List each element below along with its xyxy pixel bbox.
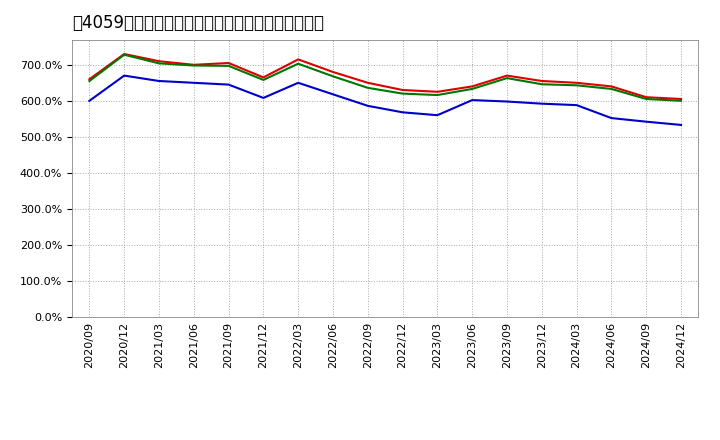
現預金比率 — [155, 78, 163, 84]
当座比率 — [155, 61, 163, 66]
流動比率 — [364, 80, 372, 85]
流動比率 — [677, 96, 685, 102]
流動比率 — [468, 84, 477, 89]
流動比率 — [503, 73, 511, 78]
当座比率 — [328, 73, 337, 79]
現預金比率 — [85, 98, 94, 103]
現預金比率 — [607, 115, 616, 121]
現預金比率 — [189, 80, 198, 85]
流動比率 — [433, 89, 442, 95]
流動比率 — [259, 75, 268, 80]
流動比率 — [189, 62, 198, 67]
Text: ［4059］　流動比率、当座比率、現預金比率の推移: ［4059］ 流動比率、当座比率、現預金比率の推移 — [72, 15, 324, 33]
流動比率 — [85, 77, 94, 82]
現預金比率 — [677, 122, 685, 128]
現預金比率 — [468, 97, 477, 103]
現預金比率 — [294, 80, 302, 85]
流動比率 — [328, 70, 337, 75]
当座比率 — [259, 77, 268, 83]
現預金比率 — [642, 119, 651, 125]
流動比率 — [225, 60, 233, 66]
流動比率 — [155, 59, 163, 64]
当座比率 — [85, 78, 94, 84]
当座比率 — [572, 83, 581, 88]
当座比率 — [433, 92, 442, 98]
流動比率 — [572, 80, 581, 85]
現預金比率 — [433, 113, 442, 118]
流動比率 — [294, 57, 302, 62]
当座比率 — [398, 91, 407, 96]
現預金比率 — [328, 92, 337, 97]
現預金比率 — [120, 73, 129, 78]
当座比率 — [607, 86, 616, 92]
当座比率 — [468, 86, 477, 92]
流動比率 — [537, 78, 546, 84]
現預金比率 — [259, 95, 268, 101]
当座比率 — [642, 96, 651, 102]
当座比率 — [364, 85, 372, 91]
流動比率 — [398, 88, 407, 93]
当座比率 — [503, 76, 511, 81]
当座比率 — [120, 52, 129, 57]
流動比率 — [120, 51, 129, 57]
流動比率 — [642, 95, 651, 100]
Line: 流動比率: 流動比率 — [89, 54, 681, 99]
当座比率 — [189, 63, 198, 68]
現預金比率 — [364, 103, 372, 109]
当座比率 — [537, 81, 546, 87]
現預金比率 — [572, 103, 581, 108]
当座比率 — [677, 98, 685, 103]
現預金比率 — [225, 82, 233, 87]
現預金比率 — [503, 99, 511, 104]
現預金比率 — [398, 110, 407, 115]
当座比率 — [294, 61, 302, 66]
現預金比率 — [537, 101, 546, 106]
当座比率 — [225, 63, 233, 69]
流動比率 — [607, 84, 616, 89]
Line: 現預金比率: 現預金比率 — [89, 76, 681, 125]
Line: 当座比率: 当座比率 — [89, 55, 681, 101]
